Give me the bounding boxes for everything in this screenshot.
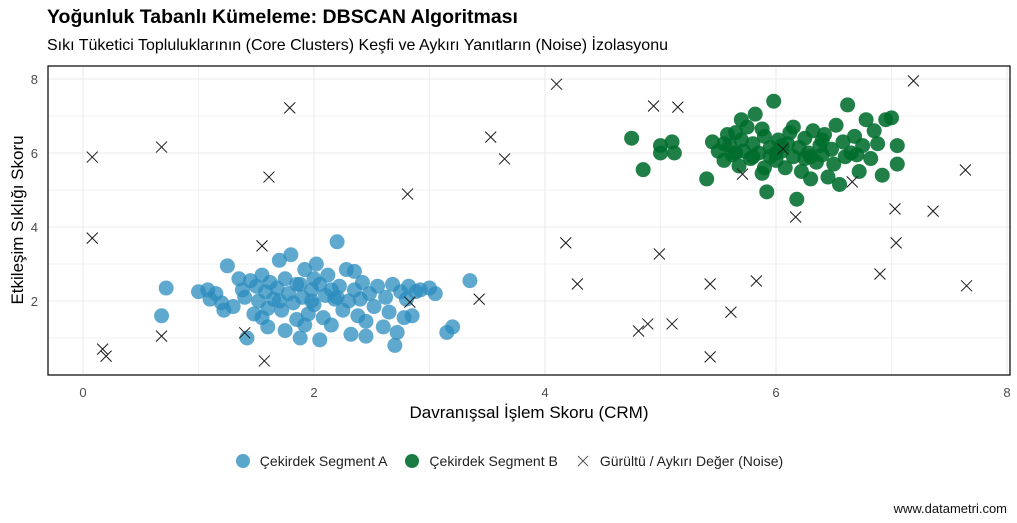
legend-item-noise: Gürültü / Aykırı Değer (Noise) (574, 452, 783, 470)
legend-label: Gürültü / Aykırı Değer (Noise) (599, 453, 784, 469)
y-axis-ticks: 2 4 6 8 (31, 72, 38, 309)
legend-label: Çekirdek Segment B (429, 453, 558, 469)
legend: Çekirdek Segment A Çekirdek Segment B Gü… (0, 452, 1017, 470)
scatter-plot: 0 2 4 6 8 2 4 6 8 Davranışsal İşlem Skoru (CRM)… (8, 65, 1011, 422)
noise-points (86, 74, 973, 367)
x-tick-label: 8 (1003, 385, 1010, 400)
x-tick-label: 0 (79, 385, 86, 400)
segment-b-points (624, 93, 905, 207)
y-tick-label: 2 (31, 294, 38, 309)
y-tick-label: 8 (31, 72, 38, 87)
y-axis-label: Etkileşim Sıklığı Skoru (8, 135, 27, 304)
y-tick-label: 6 (31, 146, 38, 161)
source-caption: www.datametri.com (893, 501, 1007, 516)
chart-subtitle: Sıkı Tüketici Topluluklarının (Core Clus… (47, 37, 668, 54)
x-tick-label: 2 (310, 385, 317, 400)
y-tick-label: 4 (31, 220, 38, 235)
cross-marker-icon (574, 452, 592, 470)
x-axis-label: Davranışsal İşlem Skoru (CRM) (410, 403, 649, 422)
segment-a-points (154, 234, 478, 353)
legend-label: Çekirdek Segment A (259, 453, 388, 469)
x-tick-label: 4 (541, 385, 548, 400)
circle-marker-icon (234, 452, 252, 470)
chart-title: Yoğunluk Tabanlı Kümeleme: DBSCAN Algori… (47, 6, 518, 28)
x-axis-ticks: 0 2 4 6 8 (79, 385, 1010, 400)
legend-item-segment-b: Çekirdek Segment B (403, 452, 558, 470)
circle-marker-icon (403, 452, 421, 470)
x-tick-label: 6 (772, 385, 779, 400)
plot-panel-border (47, 65, 1011, 376)
legend-item-segment-a: Çekirdek Segment A (234, 452, 388, 470)
